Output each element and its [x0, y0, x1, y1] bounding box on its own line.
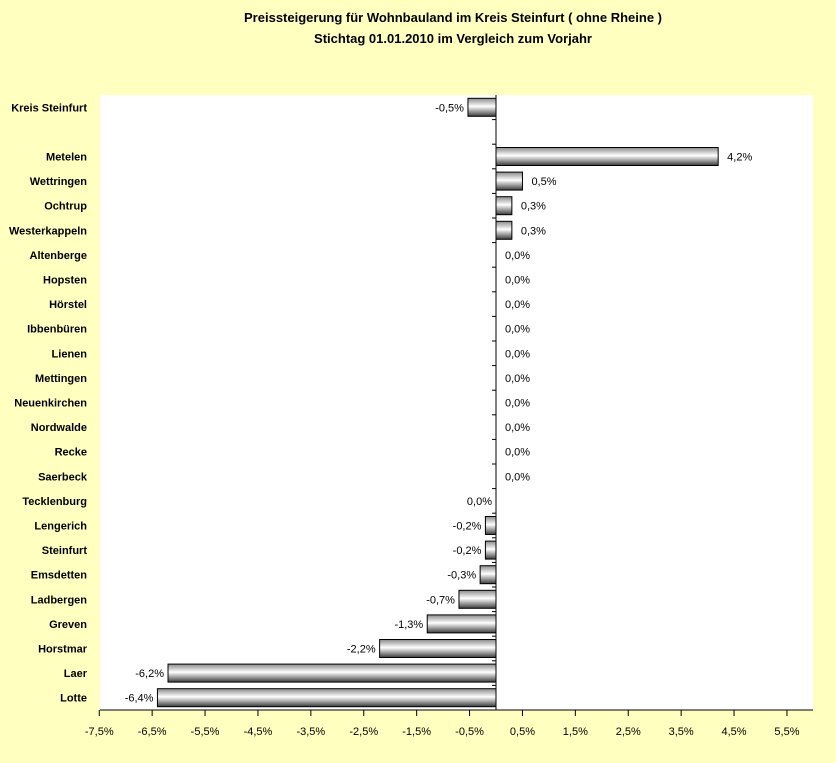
bar	[167, 663, 497, 683]
category-label: Tecklenburg	[22, 496, 87, 508]
category-label: Mettingen	[35, 373, 87, 385]
category-label: Wettringen	[30, 176, 88, 188]
data-label: 0,0%	[467, 496, 492, 508]
data-label: 0,0%	[505, 324, 530, 336]
x-tick-label: -4,5%	[244, 726, 273, 738]
bar	[479, 565, 497, 585]
bar	[379, 639, 497, 658]
plot-area	[100, 95, 813, 710]
category-label: Ladbergen	[31, 594, 88, 606]
data-label: -0,2%	[453, 545, 482, 557]
chart-subtitle: Stichtag 01.01.2010 im Vergleich zum Vor…	[314, 31, 592, 46]
x-tick-label: -2,5%	[349, 726, 378, 738]
data-label: 0,0%	[505, 348, 530, 360]
axes	[98, 95, 813, 716]
x-tick-label: -0,5%	[455, 726, 484, 738]
bar	[495, 171, 523, 191]
category-label: Lotte	[60, 693, 87, 705]
bars	[156, 97, 719, 708]
x-tick-label: -3,5%	[296, 726, 325, 738]
data-label: 0,3%	[521, 225, 546, 237]
data-label: 0,0%	[505, 447, 530, 459]
x-tick-label: 1,5%	[563, 726, 588, 738]
data-label: 0,0%	[505, 373, 530, 385]
bar	[156, 688, 497, 708]
category-label: Westerkappeln	[9, 225, 87, 237]
bar	[495, 196, 513, 216]
x-tick-label: -7,5%	[85, 726, 114, 738]
category-label: Ibbenbüren	[27, 324, 87, 336]
category-label: Nordwalde	[31, 422, 87, 434]
category-label: Laer	[64, 668, 88, 680]
bar	[484, 516, 497, 535]
data-label: 0,0%	[505, 471, 530, 483]
data-label: 0,5%	[531, 176, 556, 188]
data-label: 4,2%	[727, 152, 752, 164]
x-tick-label: 0,5%	[510, 726, 535, 738]
bar	[467, 97, 497, 117]
category-label: Metelen	[46, 152, 87, 164]
data-label: -2,2%	[347, 644, 376, 656]
category-label: Neuenkirchen	[14, 398, 87, 410]
category-label: Ochtrup	[44, 201, 87, 213]
bar	[495, 147, 719, 166]
category-label: Lienen	[52, 348, 88, 360]
data-label: 0,0%	[505, 299, 530, 311]
data-label: 0,0%	[505, 398, 530, 410]
category-label: Hörstel	[49, 299, 87, 311]
data-label: 0,0%	[505, 250, 530, 262]
bar	[426, 614, 497, 634]
bar	[495, 220, 513, 240]
category-label: Emsdetten	[31, 570, 88, 582]
x-tick-label: 4,5%	[722, 726, 747, 738]
x-tick-label: -5,5%	[191, 726, 220, 738]
category-label: Steinfurt	[42, 545, 88, 557]
category-label: Altenberge	[30, 250, 87, 262]
category-label: Greven	[49, 619, 87, 631]
data-label: -1,3%	[394, 619, 423, 631]
category-label: Horstmar	[38, 644, 88, 656]
category-label: Recke	[55, 447, 87, 459]
data-label: -0,5%	[435, 102, 464, 114]
x-tick-label: 5,5%	[774, 726, 799, 738]
labels: -7,5% -6,5% -5,5% -4,5% -3,5% -2,5% -1,5% -0,5%…	[9, 102, 800, 738]
category-label: Lengerich	[34, 521, 87, 533]
data-label: -6,2%	[135, 668, 164, 680]
x-tick-label: -1,5%	[402, 726, 431, 738]
chart-title: Preissteigerung für Wohnbauland im Kreis…	[244, 10, 662, 25]
data-label: 0,3%	[521, 201, 546, 213]
data-label: -0,2%	[453, 521, 482, 533]
bar	[458, 589, 497, 609]
x-tick-label: 2,5%	[616, 726, 641, 738]
data-label: -6,4%	[125, 693, 154, 705]
data-label: -0,3%	[447, 570, 476, 582]
bar	[484, 540, 497, 560]
data-label: 0,0%	[505, 275, 530, 287]
data-label: 0,0%	[505, 422, 530, 434]
category-label: Hopsten	[43, 275, 87, 287]
category-label: Kreis Steinfurt	[11, 102, 87, 114]
x-tick-label: 3,5%	[669, 726, 694, 738]
category-label: Saerbeck	[38, 471, 88, 483]
data-label: -0,7%	[426, 594, 455, 606]
x-tick-label: -6,5%	[138, 726, 167, 738]
